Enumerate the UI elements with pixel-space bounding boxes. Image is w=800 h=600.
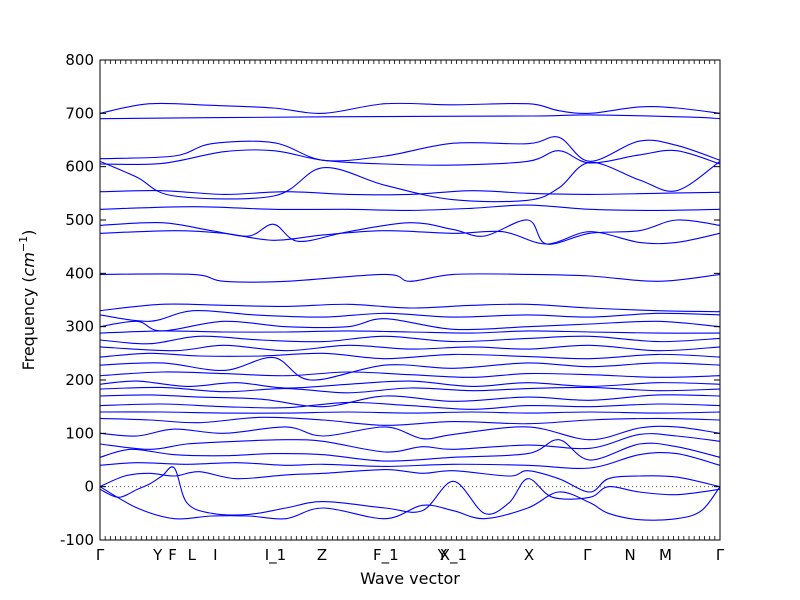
band-line-1 — [100, 102, 720, 115]
band-line-27 — [100, 433, 720, 453]
x-tick-label: X — [524, 546, 534, 564]
band-line-29 — [100, 451, 720, 469]
y-tick-label: 500 — [65, 211, 94, 229]
y-tick-label: 600 — [65, 158, 94, 176]
band-lines — [100, 102, 720, 521]
y-axis-label-exponent: −1 — [17, 236, 30, 252]
band-line-25 — [100, 416, 720, 426]
x-tick-label: Γ — [96, 546, 105, 564]
x-tick-label: Γ — [583, 546, 592, 564]
band-line-20 — [100, 380, 720, 389]
x-tick-label: I — [213, 546, 217, 564]
band-line-2 — [100, 114, 720, 120]
band-line-32 — [100, 486, 720, 521]
x-tick-label: Y — [437, 546, 448, 564]
x-tick-label: N — [624, 546, 635, 564]
y-tick-label: 700 — [65, 104, 94, 122]
band-line-12 — [100, 309, 720, 322]
band-line-22 — [100, 394, 720, 408]
y-tick-label: 300 — [65, 318, 94, 336]
band-line-23 — [100, 401, 720, 410]
band-line-17 — [100, 352, 720, 360]
band-line-19 — [100, 371, 720, 378]
band-line-6 — [100, 190, 720, 196]
y-tick-label: 0 — [84, 478, 94, 496]
band-line-21 — [100, 386, 720, 394]
band-line-5 — [100, 160, 720, 203]
x-tick-label: Γ — [716, 546, 725, 564]
y-axis-label-unit: cm — [19, 252, 38, 276]
y-axis-label: Frequency (cm−1) — [17, 230, 38, 371]
band-line-28 — [100, 439, 720, 462]
y-tick-label: 200 — [65, 371, 94, 389]
y-tick-label: 400 — [65, 264, 94, 282]
band-line-3 — [100, 136, 720, 162]
band-line-10 — [100, 273, 720, 283]
band-line-14 — [100, 330, 720, 334]
x-axis-ticks: Γ Y F L I I_1 Z F_1 YX_1 X Γ N M Γ — [96, 60, 725, 565]
y-tick-label: 800 — [65, 51, 94, 69]
y-tick-label: 100 — [65, 424, 94, 442]
band-line-26 — [100, 425, 720, 441]
band-line-7 — [100, 204, 720, 211]
x-tick-label: I_1 — [265, 546, 286, 565]
y-tick-label: -100 — [60, 531, 94, 549]
x-axis-label: Wave vector — [360, 569, 460, 588]
band-line-4 — [100, 149, 720, 166]
x-tick-label: Z — [317, 546, 327, 564]
y-axis-ticks: -100 0 100 200 300 400 500 600 700 800 — [60, 51, 720, 549]
band-line-9 — [100, 230, 720, 245]
band-line-11 — [100, 303, 720, 313]
x-tick-label: F_1 — [373, 546, 399, 565]
band-line-31 — [100, 466, 720, 516]
y-axis-label-text: Frequency ( — [19, 276, 38, 370]
x-tick-label: L — [188, 546, 197, 564]
x-tick-label: Y — [152, 546, 163, 564]
band-line-30 — [100, 469, 720, 493]
x-tick-label: M — [659, 546, 672, 564]
band-line-18 — [100, 357, 720, 381]
band-line-16 — [100, 344, 720, 352]
x-tick-label: F — [168, 546, 177, 564]
x-tick-label: X_1 — [440, 546, 467, 565]
band-line-24 — [100, 411, 720, 414]
y-axis-label-close: ) — [19, 230, 38, 236]
band-line-15 — [100, 335, 720, 345]
